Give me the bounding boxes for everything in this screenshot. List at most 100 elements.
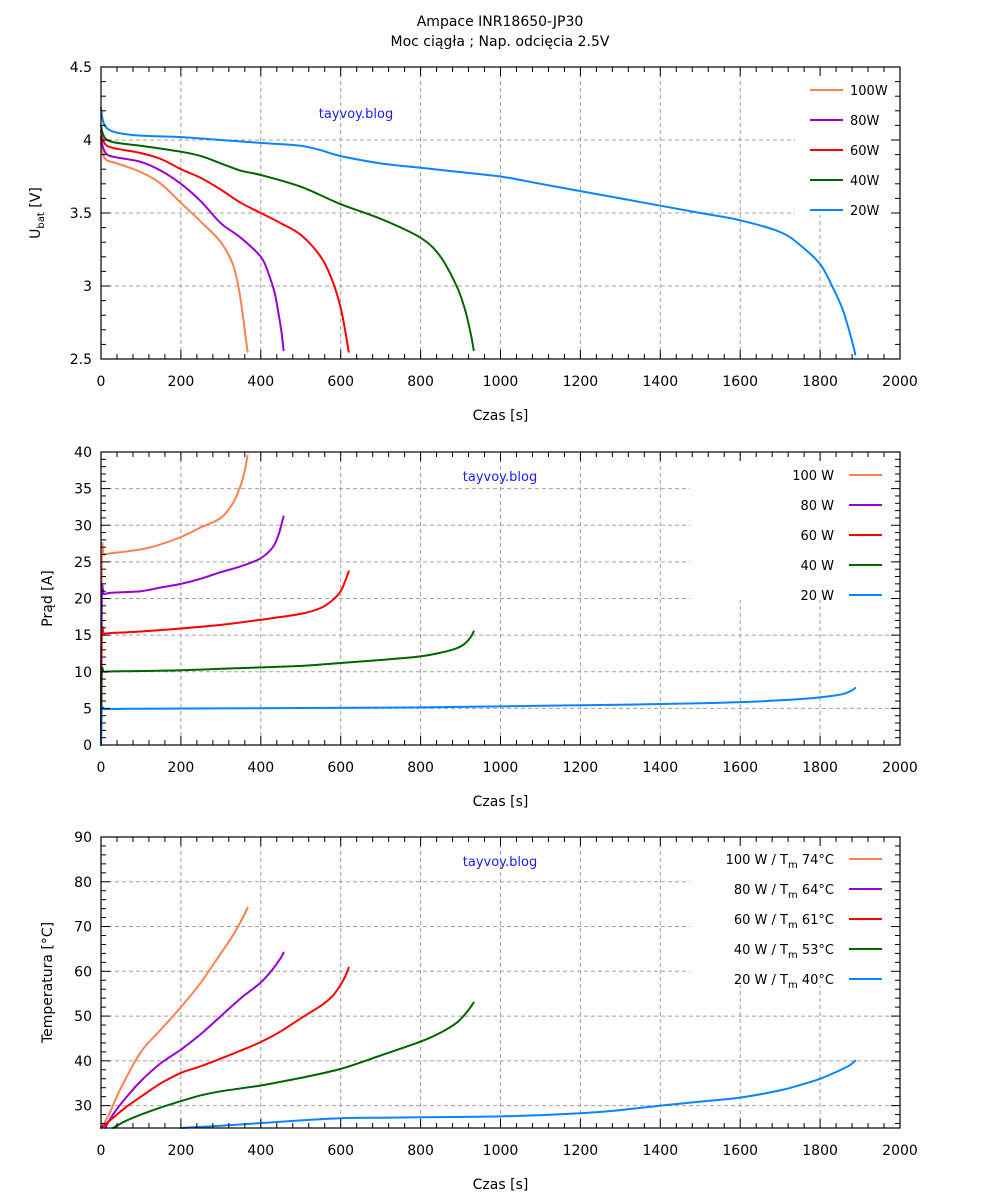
legend-item-80W: 80 W / Tm 64°C: [734, 883, 882, 901]
series-line-100W: [100, 906, 249, 1129]
legend-label: 60 W: [800, 529, 834, 544]
x-axis-label: Czas [s]: [473, 1177, 529, 1193]
x-tick-label: 600: [327, 374, 354, 390]
x-axis-label: Czas [s]: [473, 794, 529, 810]
legend-item-100W: 100 W: [792, 469, 882, 484]
x-tick-label: 1800: [802, 760, 838, 776]
legend-item-100W: 100 W / Tm 74°C: [726, 853, 882, 871]
watermark-annotation: tayvoy.blog: [463, 470, 537, 485]
y-tick-label: 25: [74, 555, 92, 571]
y-tick-label: 30: [74, 518, 92, 534]
legend-background: [690, 460, 896, 600]
figure-title: Ampace INR18650-JP30 Moc ciągła ; Nap. o…: [0, 12, 1000, 52]
x-tick-label: 800: [407, 1143, 434, 1159]
legend-label: 60 W / Tm 61°C: [734, 913, 834, 931]
x-tick-label: 1200: [563, 760, 599, 776]
x-tick-label: 0: [97, 760, 106, 776]
legend-item-80W: 80 W: [800, 499, 882, 514]
x-tick-label: 800: [407, 374, 434, 390]
watermark-annotation: tayvoy.blog: [319, 107, 393, 122]
x-tick-label: 200: [168, 374, 195, 390]
y-tick-label: 35: [74, 482, 92, 498]
legend-label: 40W: [850, 174, 880, 189]
legend-item-60W: 60W: [810, 144, 880, 159]
x-tick-label: 1600: [722, 1143, 758, 1159]
legend-label: 20W: [850, 204, 880, 219]
x-tick-label: 1800: [802, 374, 838, 390]
series-line-80W: [100, 515, 285, 746]
title-line-2: Moc ciągła ; Nap. odcięcia 2.5V: [390, 34, 610, 50]
y-tick-label: 4: [83, 133, 92, 149]
x-tick-label: 400: [247, 1143, 274, 1159]
y-tick-label: 10: [74, 665, 92, 681]
x-tick-label: 400: [247, 374, 274, 390]
series-line-100W: [100, 141, 249, 353]
y-tick-label: 40: [74, 445, 92, 461]
x-axis-label: Czas [s]: [473, 408, 529, 424]
x-tick-label: 1600: [722, 760, 758, 776]
legend-label: 80 W / Tm 64°C: [734, 883, 834, 901]
legend-background: [690, 845, 896, 985]
y-axis-label: Temperatura [°C]: [40, 922, 56, 1044]
y-tick-label: 70: [74, 920, 92, 936]
legend: 100W 80W 60W 40W 20W: [810, 84, 888, 219]
x-tick-label: 400: [247, 760, 274, 776]
x-tick-label: 600: [327, 760, 354, 776]
legend-label: 100W: [850, 84, 888, 99]
y-tick-label: 15: [74, 628, 92, 644]
x-tick-label: 600: [327, 1143, 354, 1159]
legend-item-60W: 60 W / Tm 61°C: [734, 913, 882, 931]
y-tick-label: 80: [74, 875, 92, 891]
x-tick-label: 1000: [483, 374, 519, 390]
x-tick-label: 2000: [882, 760, 918, 776]
x-tick-label: 200: [168, 760, 195, 776]
x-tick-label: 1200: [563, 1143, 599, 1159]
legend-label: 100 W / Tm 74°C: [726, 853, 834, 871]
legend-label: 60W: [850, 144, 880, 159]
legend-label: 20 W: [800, 589, 834, 604]
chart-panel-1: 0 200 400 600 800 1000 1200 1400 1600 1800 2000 2.5…: [28, 60, 918, 424]
x-tick-label: 1000: [483, 760, 519, 776]
x-tick-label: 1400: [642, 760, 678, 776]
legend-item-40W: 40 W / Tm 53°C: [734, 943, 882, 961]
legend-label: 40 W: [800, 559, 834, 574]
y-tick-label: 3: [83, 279, 92, 295]
y-tick-label: 20: [74, 592, 92, 608]
legend-label: 40 W / Tm 53°C: [734, 943, 834, 961]
legend-label: 80W: [850, 114, 880, 129]
series-line-60W: [100, 570, 350, 746]
x-tick-label: 200: [168, 1143, 195, 1159]
legend-label: 100 W: [792, 469, 834, 484]
series-line-100W: [100, 454, 249, 746]
legend-item-20W: 20W: [810, 204, 880, 219]
x-tick-label: 2000: [882, 1143, 918, 1159]
x-tick-label: 1200: [563, 374, 599, 390]
y-tick-label: 0: [83, 738, 92, 754]
series-line-80W: [104, 951, 285, 1129]
legend-label: 20 W / Tm 40°C: [734, 973, 834, 991]
x-tick-label: 1400: [642, 1143, 678, 1159]
legend-item-100W: 100W: [810, 84, 888, 99]
chart-panel-3: 0 200 400 600 800 1000 1200 1400 1600 1800 2000 30 4…: [40, 830, 918, 1193]
legend-item-40W: 40W: [810, 174, 880, 189]
grid: [101, 67, 900, 359]
series-line-80W: [100, 136, 285, 352]
series-line-20W: [100, 106, 857, 356]
y-tick-label: 3.5: [70, 206, 92, 222]
y-axis-label: Prąd [A]: [40, 570, 56, 626]
y-tick-label: 5: [83, 701, 92, 717]
series-line-20W: [100, 686, 857, 746]
watermark-annotation: tayvoy.blog: [463, 855, 537, 870]
legend-label: 80 W: [800, 499, 834, 514]
legend-background: [795, 75, 895, 215]
x-tick-label: 1800: [802, 1143, 838, 1159]
y-tick-label: 60: [74, 964, 92, 980]
x-tick-label: 2000: [882, 374, 918, 390]
series-line-40W: [100, 124, 475, 352]
y-tick-label: 4.5: [70, 60, 92, 76]
series-line-60W: [100, 130, 350, 353]
title-line-1: Ampace INR18650-JP30: [416, 14, 584, 30]
legend-item-80W: 80W: [810, 114, 880, 129]
y-tick-label: 30: [74, 1099, 92, 1115]
legend-item-20W: 20 W: [800, 589, 882, 604]
